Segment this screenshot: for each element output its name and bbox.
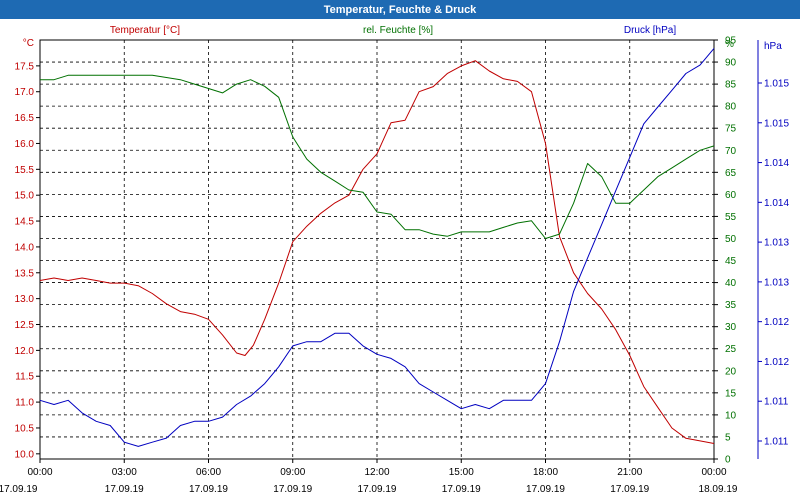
x-tick-label-date: 18.09.19 xyxy=(699,484,738,495)
x-tick-label-time: 06:00 xyxy=(196,467,221,478)
y-tick-label-humidity: 35 xyxy=(725,300,737,311)
grid-layer xyxy=(40,39,714,459)
x-tick-label-time: 18:00 xyxy=(533,467,558,478)
x-tick-label-date: 17.09.19 xyxy=(273,484,312,495)
y-tick-label-humidity: 60 xyxy=(725,190,737,201)
y-axis-unit-humidity: % xyxy=(725,39,734,50)
y-tick-label-pressure: 1.012 xyxy=(764,317,789,328)
legend-humidity: rel. Feuchte [%] xyxy=(363,25,433,36)
y-tick-label-humidity: 20 xyxy=(725,366,737,377)
y-tick-label-humidity: 95 xyxy=(725,36,737,47)
y-tick-label-pressure: 1.011 xyxy=(764,437,789,448)
y-tick-label-humidity: 55 xyxy=(725,212,737,223)
chart-canvas: 00:00 17.09.19 03:00 17.09.19 06:00 17.09.19 0… xyxy=(0,25,789,495)
y-tick-label-humidity: 45 xyxy=(725,256,737,267)
x-tick-label-time: 00:00 xyxy=(27,467,52,478)
x-tick-label-date: 17.09.19 xyxy=(105,484,144,495)
y-tick-label-humidity: 75 xyxy=(725,124,737,135)
x-tick-label-date: 17.09.19 xyxy=(189,484,228,495)
x-tick-label-time: 21:00 xyxy=(617,467,642,478)
y-tick-label-temperature: 13.5 xyxy=(15,268,35,279)
y-tick-label-pressure: 1.014 xyxy=(764,158,789,169)
y-tick-label-pressure: 1.013 xyxy=(764,277,789,288)
window-title: Temperatur, Feuchte & Druck xyxy=(323,3,477,16)
y-tick-label-temperature: 12.5 xyxy=(15,320,35,331)
y-tick-label-humidity: 0 xyxy=(725,455,731,466)
y-tick-label-humidity: 30 xyxy=(725,322,737,333)
y-tick-label-humidity: 70 xyxy=(725,146,737,157)
y-tick-label-temperature: 13.0 xyxy=(15,294,35,305)
series-layer xyxy=(39,48,715,447)
y-tick-label-pressure: 1.014 xyxy=(764,198,789,209)
y-tick-label-pressure: 1.013 xyxy=(764,238,789,249)
y-tick-label-temperature: 14.0 xyxy=(15,242,35,253)
series-line-temperature xyxy=(39,60,715,444)
legend-pressure: Druck [hPa] xyxy=(624,25,676,36)
y-tick-label-humidity: 85 xyxy=(725,80,737,91)
label-layer: 00:00 17.09.19 03:00 17.09.19 06:00 17.09.19 0… xyxy=(0,25,789,495)
y-axis-unit-pressure: hPa xyxy=(764,41,782,52)
y-tick-label-humidity: 25 xyxy=(725,344,737,355)
y-tick-label-humidity: 5 xyxy=(725,432,731,443)
x-tick-label-time: 12:00 xyxy=(364,467,389,478)
y-tick-label-humidity: 15 xyxy=(725,388,737,399)
y-tick-label-temperature: 17.0 xyxy=(15,87,35,98)
y-tick-label-humidity: 65 xyxy=(725,168,737,179)
legend-temperature: Temperatur [°C] xyxy=(110,25,180,36)
x-tick-label-time: 15:00 xyxy=(449,467,474,478)
y-axis-unit-temperature: °C xyxy=(23,38,34,49)
y-tick-label-pressure: 1.015 xyxy=(764,79,789,90)
x-tick-label-date: 17.09.19 xyxy=(358,484,397,495)
y-tick-label-temperature: 10.5 xyxy=(15,423,35,434)
y-tick-label-pressure: 1.012 xyxy=(764,357,789,368)
x-tick-label-date: 17.09.19 xyxy=(526,484,565,495)
y-tick-label-humidity: 90 xyxy=(725,58,737,69)
y-tick-label-pressure: 1.011 xyxy=(764,397,789,408)
x-tick-label-date: 17.09.19 xyxy=(610,484,649,495)
y-tick-label-temperature: 11.5 xyxy=(15,372,34,383)
y-tick-label-pressure: 1.015 xyxy=(764,118,789,129)
y-tick-label-temperature: 16.5 xyxy=(15,113,35,124)
y-tick-label-temperature: 10.0 xyxy=(15,449,35,460)
x-tick-label-date: 17.09.19 xyxy=(0,484,38,495)
y-tick-label-humidity: 80 xyxy=(725,102,737,113)
y-tick-label-humidity: 50 xyxy=(725,234,737,245)
series-line-pressure xyxy=(39,48,715,447)
window-title-bar: Temperatur, Feuchte & Druck xyxy=(0,0,800,19)
axis-layer xyxy=(36,39,762,463)
x-tick-label-time: 09:00 xyxy=(280,467,305,478)
y-tick-label-temperature: 15.5 xyxy=(15,165,35,176)
y-tick-label-temperature: 15.0 xyxy=(15,191,35,202)
series-line-humidity xyxy=(40,74,715,239)
y-tick-label-temperature: 12.0 xyxy=(15,346,35,357)
x-tick-label-time: 03:00 xyxy=(112,467,137,478)
y-tick-label-temperature: 17.5 xyxy=(15,61,35,72)
y-tick-label-humidity: 10 xyxy=(725,410,737,421)
y-tick-label-temperature: 16.0 xyxy=(15,139,35,150)
x-tick-label-date: 17.09.19 xyxy=(442,484,481,495)
y-tick-label-temperature: 11.0 xyxy=(15,398,34,409)
y-tick-label-humidity: 40 xyxy=(725,278,737,289)
x-tick-label-time: 00:00 xyxy=(701,467,726,478)
y-tick-label-temperature: 14.5 xyxy=(15,217,35,228)
